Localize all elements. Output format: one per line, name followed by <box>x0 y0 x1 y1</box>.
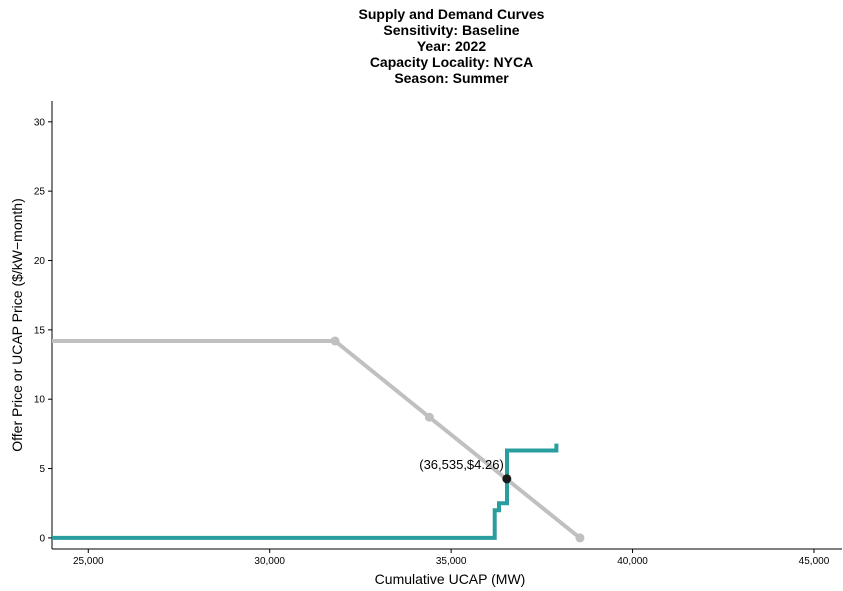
equilibrium-label: (36,535,$4.26) <box>419 457 504 472</box>
chart-subtitle-sensitivity: Sensitivity: Baseline <box>383 22 520 38</box>
y-tick-label: 0 <box>39 533 45 544</box>
x-tick-label: 35,000 <box>436 556 467 567</box>
demand-point <box>424 412 434 422</box>
x-tick-label: 40,000 <box>617 556 648 567</box>
axes: 0 5 10 15 20 25 30 25,000 30,000 35,000 40,000 45,0… <box>9 101 842 587</box>
y-tick-label: 15 <box>34 325 46 336</box>
y-tick-label: 5 <box>39 464 45 475</box>
x-tick-label: 30,000 <box>254 556 285 567</box>
chart-subtitle-locality: Capacity Locality: NYCA <box>369 54 534 70</box>
y-tick-label: 20 <box>34 256 46 267</box>
demand-point <box>575 533 585 543</box>
supply-curve <box>52 443 559 540</box>
labels-layer: (36,535,$4.26) <box>419 457 504 472</box>
y-tick-label: 25 <box>34 187 46 198</box>
y-axis-title: Offer Price or UCAP Price ($/kW−month) <box>9 198 25 452</box>
y-tick-label: 10 <box>34 395 46 406</box>
x-axis-title: Cumulative UCAP (MW) <box>375 571 526 587</box>
x-tick-label: 45,000 <box>799 556 830 567</box>
x-tick-label: 25,000 <box>73 556 104 567</box>
chart-subtitle-season: Season: Summer <box>394 70 509 86</box>
chart-title: Supply and Demand Curves <box>358 6 545 22</box>
chart-title-block: Supply and Demand Curves Sensitivity: Ba… <box>0 6 843 86</box>
demand-point <box>330 336 340 346</box>
series-layer <box>52 336 585 543</box>
y-tick-label: 30 <box>34 117 46 128</box>
chart-subtitle-year: Year: 2022 <box>416 38 487 54</box>
equilibrium-point <box>502 474 512 484</box>
